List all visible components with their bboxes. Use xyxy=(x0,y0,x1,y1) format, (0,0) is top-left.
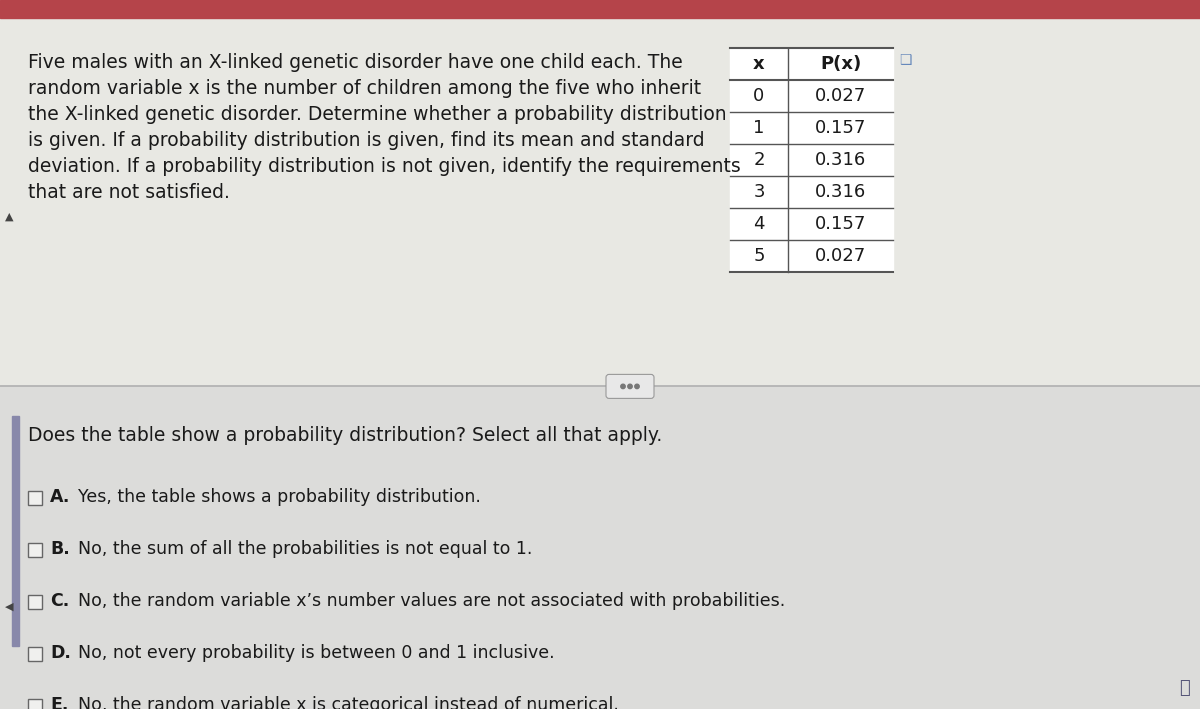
Text: 5: 5 xyxy=(754,247,764,265)
Text: 2: 2 xyxy=(754,151,764,169)
Bar xyxy=(28,543,42,557)
Bar xyxy=(12,416,19,647)
Text: 0.157: 0.157 xyxy=(815,119,866,137)
Text: A.: A. xyxy=(50,489,71,506)
Bar xyxy=(28,699,42,709)
Text: 0.027: 0.027 xyxy=(815,247,866,265)
Bar xyxy=(28,647,42,661)
Text: is given. If a probability distribution is given, find its mean and standard: is given. If a probability distribution … xyxy=(28,131,704,150)
Text: Yes, the table shows a probability distribution.: Yes, the table shows a probability distr… xyxy=(78,489,481,506)
Text: ◀: ◀ xyxy=(5,601,13,611)
Text: 1: 1 xyxy=(754,119,764,137)
Bar xyxy=(730,48,893,272)
Text: Does the table show a probability distribution? Select all that apply.: Does the table show a probability distri… xyxy=(28,426,662,445)
Text: x: x xyxy=(754,55,764,73)
Text: the X-linked genetic disorder. Determine whether a probability distribution: the X-linked genetic disorder. Determine… xyxy=(28,105,727,124)
Text: Five males with an X-linked genetic disorder have one child each. The: Five males with an X-linked genetic diso… xyxy=(28,53,683,72)
Circle shape xyxy=(628,384,632,389)
Bar xyxy=(28,491,42,506)
Bar xyxy=(0,0,1200,386)
Text: No, the random variable x is categorical instead of numerical.: No, the random variable x is categorical… xyxy=(78,696,619,709)
FancyBboxPatch shape xyxy=(606,374,654,398)
Text: 0.157: 0.157 xyxy=(815,215,866,233)
Text: ▲: ▲ xyxy=(5,211,13,221)
Text: B.: B. xyxy=(50,540,70,559)
Text: No, the sum of all the probabilities is not equal to 1.: No, the sum of all the probabilities is … xyxy=(78,540,533,559)
Text: deviation. If a probability distribution is not given, identify the requirements: deviation. If a probability distribution… xyxy=(28,157,740,176)
Text: 4: 4 xyxy=(754,215,764,233)
Text: that are not satisfied.: that are not satisfied. xyxy=(28,183,230,202)
Text: 0: 0 xyxy=(754,87,764,105)
Text: 0.316: 0.316 xyxy=(815,151,866,169)
Text: P(x): P(x) xyxy=(820,55,862,73)
Text: D.: D. xyxy=(50,644,71,662)
Circle shape xyxy=(620,384,625,389)
Text: No, not every probability is between 0 and 1 inclusive.: No, not every probability is between 0 a… xyxy=(78,644,554,662)
Text: ❑: ❑ xyxy=(899,53,912,67)
Text: C.: C. xyxy=(50,593,70,610)
Text: random variable x is the number of children among the five who inherit: random variable x is the number of child… xyxy=(28,79,701,98)
Text: 0.316: 0.316 xyxy=(815,183,866,201)
Text: 0.027: 0.027 xyxy=(815,87,866,105)
Text: No, the random variable x’s number values are not associated with probabilities.: No, the random variable x’s number value… xyxy=(78,593,785,610)
Bar xyxy=(28,596,42,610)
Bar xyxy=(0,386,1200,709)
Text: ⓘ: ⓘ xyxy=(1180,679,1190,697)
Text: E.: E. xyxy=(50,696,68,709)
Circle shape xyxy=(635,384,640,389)
Bar xyxy=(0,0,1200,18)
Text: 3: 3 xyxy=(754,183,764,201)
